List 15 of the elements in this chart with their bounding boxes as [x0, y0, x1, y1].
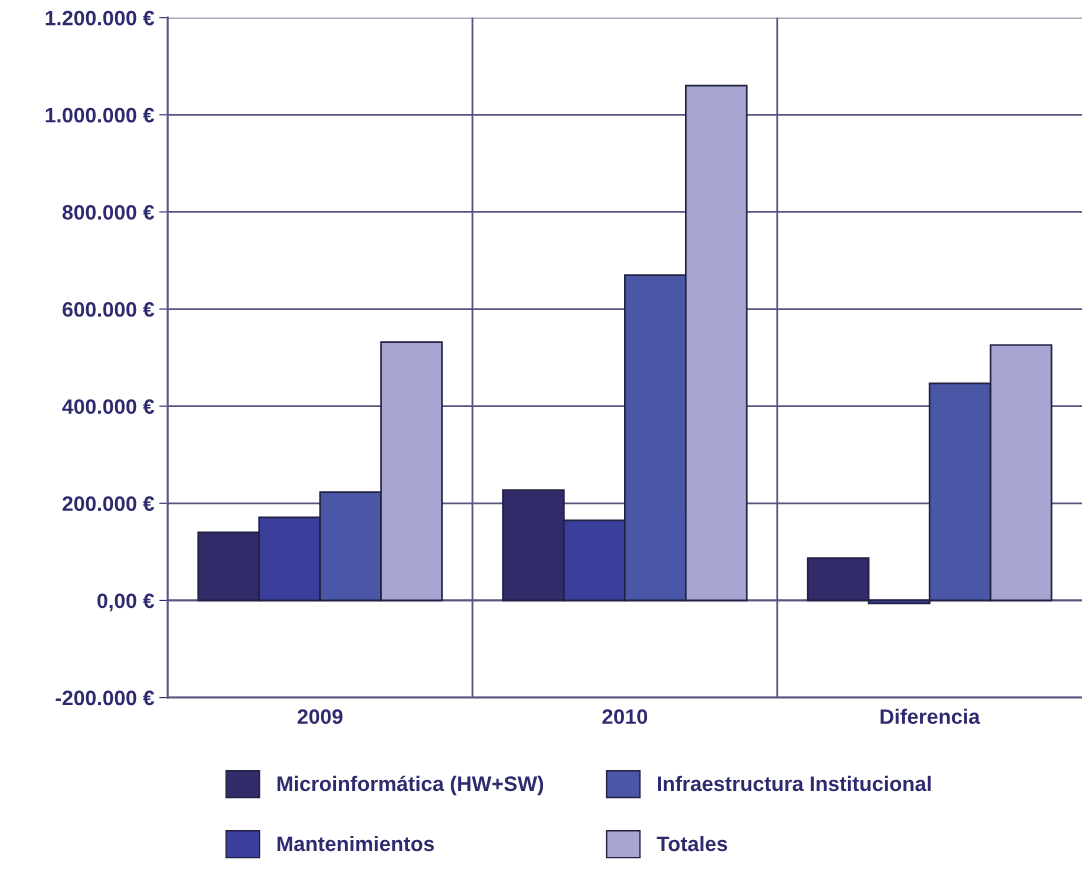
- y-tick-label: 1.000.000 €: [45, 107, 155, 123]
- y-tick-label: 400.000 €: [62, 399, 155, 414]
- y-tick-label: 600.000 €: [62, 302, 155, 317]
- y-tick-label: 200.000 €: [62, 496, 155, 512]
- x-tick-label: 2010: [602, 709, 648, 724]
- y-tick-label: 800.000 €: [62, 204, 155, 220]
- y-tick-label: 1.200.000 €: [45, 10, 155, 26]
- legend-label: Infraestructura Institucional: [658, 775, 931, 792]
- legend-label: Microinformática (HW+SW): [277, 775, 544, 796]
- x-tick-label: 2009: [297, 709, 343, 724]
- x-tick-label: Diferencia: [880, 708, 981, 724]
- y-tick-label: 0,00 €: [97, 593, 155, 612]
- y-tick-label: -200.000 €: [55, 690, 155, 706]
- legend-label: Mantenimientos: [277, 835, 434, 852]
- legend-label: Totales: [656, 835, 728, 852]
